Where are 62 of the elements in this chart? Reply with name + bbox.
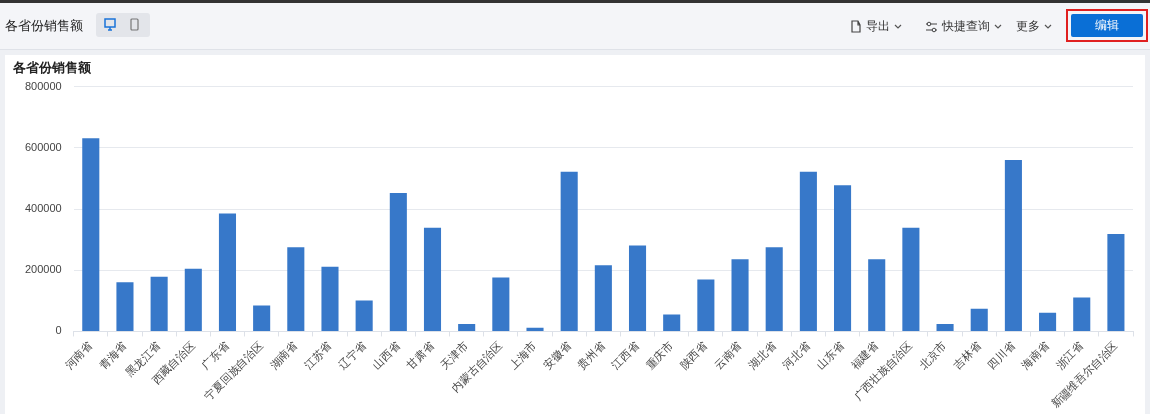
bar — [868, 259, 886, 331]
bar — [731, 259, 749, 331]
x-tick-label: 湖南省 — [267, 339, 300, 371]
bar — [423, 227, 442, 331]
text: 各省份销售额 — [5, 17, 83, 35]
x-tick-label: 贵州省 — [575, 339, 607, 371]
x-tick-label: 江苏省 — [301, 339, 334, 371]
bar — [1073, 297, 1091, 331]
bar — [355, 300, 373, 331]
x-tick-label: 安徽省 — [540, 339, 573, 371]
bar — [150, 276, 168, 331]
bar — [765, 247, 783, 331]
x-tick-label: 北京市 — [916, 339, 949, 371]
bar — [628, 245, 647, 331]
x-tick-label: 重庆市 — [643, 339, 676, 371]
x-tick-label: 陕西省 — [677, 339, 710, 371]
bar — [389, 193, 407, 331]
x-tick-label: 河北省 — [780, 339, 812, 371]
x-tick-label: 山西省 — [370, 339, 402, 371]
text: 导出 — [866, 18, 890, 35]
x-tick-label: 江西省 — [609, 339, 642, 371]
bar — [1004, 160, 1022, 331]
y-tick-label: 400000 — [24, 202, 62, 215]
bar — [116, 282, 134, 331]
bar — [287, 247, 305, 331]
x-tick-label: 甘肃省 — [404, 339, 437, 371]
bar — [253, 305, 271, 331]
x-tick-label: 山东省 — [814, 339, 847, 371]
bar — [970, 308, 988, 331]
text: 快捷查询 — [942, 18, 990, 35]
bar — [594, 265, 612, 331]
x-tick-label: 河南省 — [62, 339, 95, 371]
bar — [492, 277, 510, 331]
bar — [1039, 312, 1057, 331]
bar — [184, 268, 202, 331]
y-tick-label: 800000 — [24, 79, 62, 92]
y-tick-label: 0 — [55, 324, 62, 337]
bar — [218, 213, 237, 331]
bar — [82, 138, 100, 331]
text: 更多 — [1016, 18, 1040, 35]
bar — [697, 279, 715, 331]
bar — [936, 324, 954, 331]
x-tick-label: 上海市 — [506, 339, 539, 371]
x-tick-label: 吉林省 — [950, 339, 983, 371]
x-tick-label: 辽宁省 — [335, 339, 368, 371]
chart-title: 各省份销售额 — [12, 60, 92, 76]
bar — [902, 227, 920, 331]
text: 编辑 — [1071, 14, 1143, 37]
bar — [834, 185, 852, 331]
bar — [1107, 234, 1125, 331]
bar — [799, 171, 817, 331]
bar — [526, 327, 544, 331]
x-tick-label: 四川省 — [985, 339, 1017, 371]
x-tick-label: 云南省 — [711, 339, 744, 371]
bar — [321, 266, 339, 331]
bar — [663, 314, 681, 331]
bar — [458, 324, 476, 331]
x-tick-label: 湖北省 — [745, 339, 778, 371]
bar — [560, 171, 578, 331]
y-tick-label: 600000 — [24, 140, 62, 153]
y-tick-label: 200000 — [24, 263, 62, 276]
x-tick-label: 海南省 — [1019, 339, 1052, 371]
